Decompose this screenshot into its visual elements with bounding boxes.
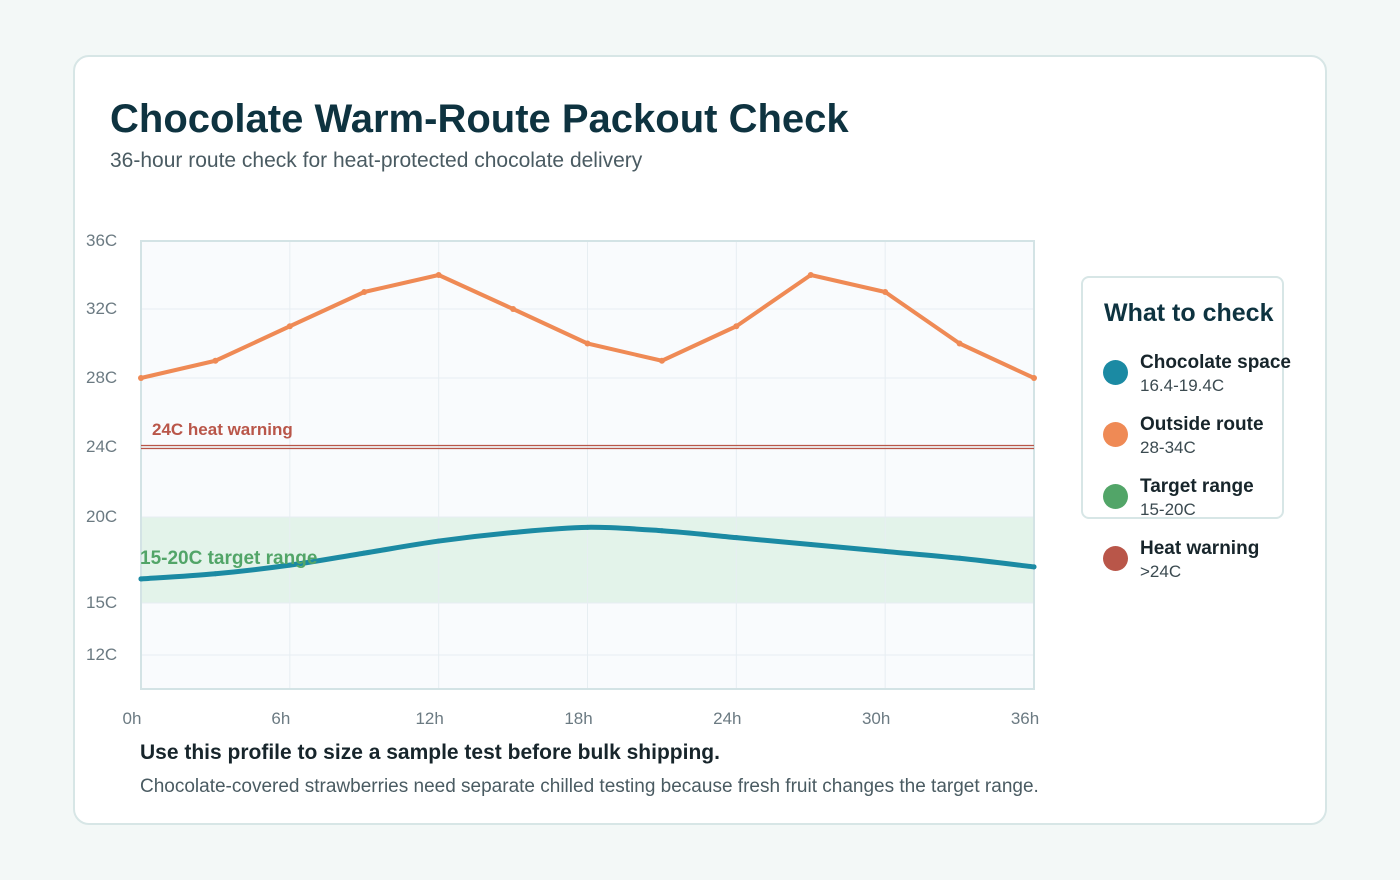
data-point-outside-route [510, 306, 517, 312]
y-tick-label: 15C [86, 593, 117, 612]
heat-warning-label: 24C heat warning [152, 420, 293, 439]
y-tick-label: 32C [86, 299, 117, 318]
y-tick-label: 12C [86, 645, 117, 664]
legend-range: 15-20C [1140, 500, 1196, 519]
data-point-chocolate-space [882, 548, 888, 554]
legend-dot-target-range [1103, 484, 1128, 509]
legend-item-target-range: Target range 15-20C [1103, 476, 1303, 526]
x-tick-label: 36h [1011, 709, 1039, 728]
data-point-outside-route [584, 340, 591, 347]
legend-range: 16.4-19.4C [1140, 376, 1225, 395]
data-point-chocolate-space [361, 550, 367, 556]
data-point-outside-route [807, 272, 814, 278]
legend-box [1081, 276, 1284, 519]
y-tick-label: 36C [86, 231, 117, 250]
data-point-outside-route [882, 289, 889, 295]
legend-dot-heat-warning [1103, 546, 1128, 571]
data-point-chocolate-space [212, 571, 218, 577]
legend-item-heat-warning: Heat warning >24C [1103, 538, 1303, 588]
legend-name: Target range [1140, 476, 1254, 497]
data-point-outside-route [212, 357, 219, 364]
legend-title: What to check [1104, 299, 1274, 327]
data-point-outside-route [658, 357, 665, 364]
x-tick-label: 6h [271, 709, 290, 728]
data-point-chocolate-space [1031, 564, 1037, 570]
x-tick-label: 24h [713, 709, 741, 728]
data-point-chocolate-space [733, 535, 739, 541]
footnote-heading: Use this profile to size a sample test b… [140, 741, 720, 764]
legend-name: Chocolate space [1140, 352, 1291, 373]
x-tick-label: 30h [862, 709, 890, 728]
data-point-chocolate-space [808, 542, 814, 548]
data-point-outside-route [361, 289, 368, 295]
data-point-outside-route [733, 323, 740, 330]
legend-item-outside-route: Outside route 28-34C [1103, 414, 1303, 464]
data-point-outside-route [286, 323, 293, 330]
y-tick-label: 28C [86, 368, 117, 387]
y-tick-label: 24C [86, 437, 117, 456]
x-tick-label: 18h [564, 709, 592, 728]
data-point-outside-route [435, 272, 442, 278]
legend-item-chocolate-space: Chocolate space 16.4-19.4C [1103, 352, 1303, 402]
target-range-label: 15-20C target range [140, 548, 317, 569]
data-point-chocolate-space [287, 562, 293, 568]
legend-range: >24C [1140, 562, 1182, 581]
legend-name: Outside route [1140, 414, 1264, 435]
data-point-chocolate-space [585, 524, 590, 530]
y-tick-label: 20C [86, 507, 117, 526]
plot-border [140, 240, 1035, 690]
legend-name: Heat warning [1140, 538, 1260, 559]
x-tick-label: 12h [415, 709, 443, 728]
data-point-chocolate-space [138, 576, 144, 582]
page-title: Chocolate Warm-Route Packout Check [110, 97, 849, 141]
data-point-outside-route [956, 340, 963, 347]
legend-dot-outside-route [1103, 422, 1128, 447]
data-point-outside-route [138, 375, 144, 381]
legend-range: 28-34C [1140, 438, 1196, 457]
data-point-chocolate-space [510, 529, 516, 535]
data-point-chocolate-space [436, 538, 442, 544]
x-tick-label: 0h [123, 709, 142, 728]
footnote-text: Chocolate-covered strawberries need sepa… [140, 776, 1039, 797]
data-point-outside-route [1031, 375, 1037, 381]
data-point-chocolate-space [957, 555, 963, 561]
page-subtitle: 36-hour route check for heat-protected c… [110, 149, 643, 172]
data-point-chocolate-space [659, 528, 665, 534]
legend-dot-chocolate-space [1103, 360, 1128, 385]
